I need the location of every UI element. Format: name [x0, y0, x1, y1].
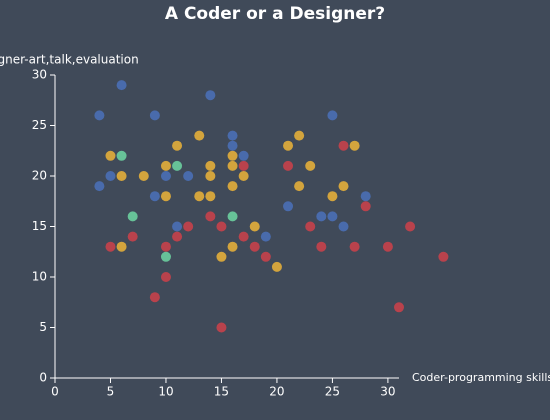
scatter-point [438, 251, 449, 262]
scatter-point [249, 241, 260, 252]
x-tick-label: 0 [51, 385, 59, 399]
scatter-point [238, 231, 249, 242]
scatter-point [216, 221, 227, 232]
scatter-point [316, 211, 327, 222]
scatter-point [160, 251, 171, 262]
y-tick-label: 30 [32, 68, 47, 82]
scatter-point [149, 110, 160, 121]
scatter-point [227, 130, 238, 141]
scatter-point [327, 191, 338, 202]
scatter-point [160, 191, 171, 202]
scatter-point [227, 211, 238, 222]
scatter-point [382, 241, 393, 252]
scatter-point [149, 191, 160, 202]
x-tick-label: 5 [107, 385, 115, 399]
scatter-point [327, 211, 338, 222]
scatter-point [127, 231, 138, 242]
scatter-point [349, 241, 360, 252]
scatter-point [238, 150, 249, 161]
scatter-point [116, 150, 127, 161]
scatter-point [205, 90, 216, 101]
scatter-point [316, 241, 327, 252]
x-tick-label: 10 [158, 385, 173, 399]
scatter-point [183, 221, 194, 232]
scatter-point [94, 181, 105, 192]
x-tick-label: 30 [380, 385, 395, 399]
scatter-point [149, 292, 160, 303]
scatter-point [227, 181, 238, 192]
scatter-point [260, 231, 271, 242]
scatter-point [249, 221, 260, 232]
scatter-point [205, 160, 216, 171]
scatter-point [94, 110, 105, 121]
scatter-point [227, 160, 238, 171]
scatter-point [116, 80, 127, 91]
scatter-point [227, 140, 238, 151]
scatter-point [338, 221, 349, 232]
scatter-point [283, 160, 294, 171]
scatter-point [160, 160, 171, 171]
scatter-point [338, 140, 349, 151]
scatter-point [349, 140, 360, 151]
scatter-point [194, 130, 205, 141]
scatter-point [227, 150, 238, 161]
scatter-point [283, 140, 294, 151]
chart-title: A Coder or a Designer? [165, 4, 385, 24]
scatter-point [205, 191, 216, 202]
scatter-point [138, 171, 149, 181]
scatter-point [216, 322, 227, 333]
y-tick-label: 25 [32, 118, 47, 132]
scatter-point [294, 181, 305, 192]
scatter-point [172, 140, 183, 151]
scatter-point [127, 211, 138, 222]
scatter-point [172, 160, 183, 171]
scatter-point [216, 251, 227, 262]
x-tick-label: 15 [214, 385, 229, 399]
scatter-point [305, 160, 316, 171]
scatter-point [305, 221, 316, 232]
scatter-point [327, 110, 338, 121]
scatter-point [105, 241, 116, 252]
scatter-point [360, 201, 371, 212]
x-axis-label: Coder-programming skills [412, 371, 550, 384]
y-tick-label: 15 [32, 219, 47, 233]
scatter-point [160, 272, 171, 282]
scatter-point [160, 241, 171, 252]
scatter-point [172, 221, 183, 232]
scatter-point [183, 171, 194, 181]
scatter-point [238, 171, 249, 181]
scatter-point [271, 261, 282, 272]
scatter-point [116, 171, 127, 181]
scatter-point [360, 191, 371, 202]
scatter-point [294, 130, 305, 141]
scatter-point [205, 171, 216, 181]
scatter-point [227, 241, 238, 252]
scatter-point [116, 241, 127, 252]
scatter-point [205, 211, 216, 222]
scatter-point [105, 171, 116, 181]
scatter-point [283, 201, 294, 212]
scatter-point [238, 160, 249, 171]
scatter-point [394, 302, 404, 313]
y-tick-label: 5 [39, 320, 47, 334]
x-tick-label: 25 [325, 385, 340, 399]
scatter-point [260, 251, 271, 262]
y-tick-label: 20 [32, 169, 47, 183]
x-tick-label: 20 [269, 385, 284, 399]
scatter-point [105, 150, 116, 161]
scatter-point [405, 221, 416, 232]
y-axis-label: Designer-art,talk,evaluation [0, 53, 139, 67]
scatter-point [160, 171, 171, 181]
scatter-point [338, 181, 349, 192]
scatter-point [172, 231, 183, 242]
y-tick-label: 0 [39, 371, 47, 385]
scatter-point [194, 191, 205, 202]
y-tick-label: 10 [32, 270, 47, 284]
